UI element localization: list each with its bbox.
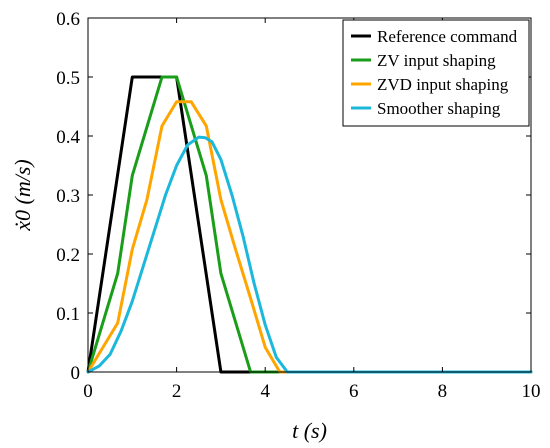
ticks: 0 2 4 6 8 10 0 0.1 0.2 0.3 0.4 0.5 0.6 xyxy=(56,9,540,402)
y-tick-label: 0.6 xyxy=(56,9,80,30)
legend-entry-3: ZVD input shaping xyxy=(377,75,509,94)
y-tick-label: 0.3 xyxy=(56,186,80,207)
x-tick-label: 2 xyxy=(172,381,182,402)
y-tick-label: 0.2 xyxy=(56,245,80,266)
legend-entry-1: Reference command xyxy=(377,27,518,46)
x-tick-label: 6 xyxy=(349,381,359,402)
y-axis-label: ẋ0 (m/s) xyxy=(10,159,35,231)
y-tick-label: 0 xyxy=(71,363,81,384)
x-tick-label: 4 xyxy=(260,381,270,402)
x-tick-label: 8 xyxy=(438,381,448,402)
legend: Reference command ZV input shaping ZVD inp… xyxy=(342,19,530,127)
series-line-3 xyxy=(86,100,533,374)
legend-box xyxy=(342,19,530,127)
y-tick-label: 0.5 xyxy=(56,68,80,89)
legend-entry-2: ZV input shaping xyxy=(377,51,496,70)
y-tick-label: 0.4 xyxy=(56,127,80,148)
legend-entry-4: Smoother shaping xyxy=(377,99,501,118)
series-line-4 xyxy=(86,135,533,374)
x-tick-label: 10 xyxy=(522,381,541,402)
series-line-2 xyxy=(86,75,533,374)
x-axis-label: t (s) xyxy=(292,418,327,443)
x-tick-label: 0 xyxy=(83,381,93,402)
y-tick-label: 0.1 xyxy=(56,304,80,325)
